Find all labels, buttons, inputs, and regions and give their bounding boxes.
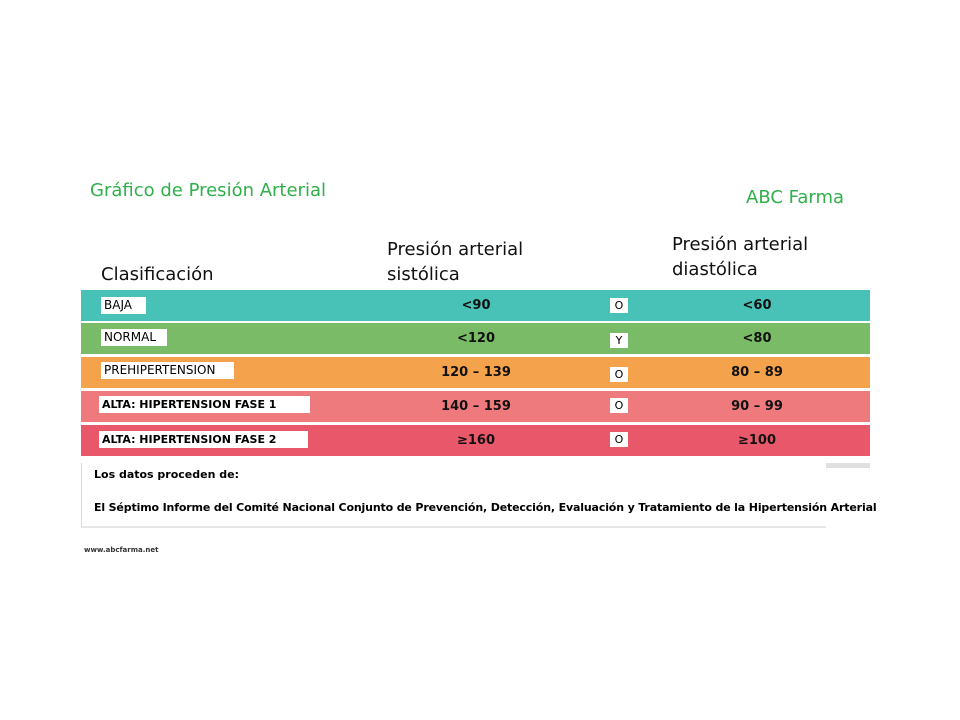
row-baja: BAJA <90 O <60: [81, 290, 870, 321]
row-label: ALTA: HIPERTENSION FASE 1: [99, 396, 310, 413]
systolic-value: <90: [461, 298, 491, 313]
header-systolic: Presión arterial sistólica: [387, 239, 524, 285]
brand-name: ABC Farma: [746, 187, 845, 208]
systolic-value: ≥160: [456, 433, 496, 448]
systolic-value: 120 – 139: [441, 365, 511, 380]
diastolic-value: 80 – 89: [731, 365, 783, 380]
source-intro: Los datos proceden de:: [94, 468, 239, 481]
page-title: Gráfico de Presión Arterial: [90, 180, 326, 201]
row-normal: NORMAL <120 Y <80: [81, 323, 870, 354]
row-alta-fase-2: ALTA: HIPERTENSION FASE 2 ≥160 O ≥100: [81, 425, 870, 456]
systolic-value: 140 – 159: [441, 399, 511, 414]
systolic-value: <120: [456, 331, 496, 346]
source-edge-bar: [826, 463, 870, 468]
connector-label: O: [610, 298, 628, 313]
diastolic-value: <60: [742, 298, 772, 313]
connector-label: O: [610, 432, 628, 447]
connector-label: Y: [610, 333, 628, 348]
header-classification: Clasificación: [101, 264, 214, 285]
row-prehipertension: PREHIPERTENSION 120 – 139 O 80 – 89: [81, 357, 870, 388]
row-alta-fase-1: ALTA: HIPERTENSION FASE 1 140 – 159 O 90…: [81, 391, 870, 422]
connector-label: O: [610, 398, 628, 413]
source-reference: El Séptimo Informe del Comité Nacional C…: [94, 501, 877, 514]
website-url: www.abcfarma.net: [84, 546, 159, 554]
diastolic-value: <80: [742, 331, 772, 346]
diastolic-value: ≥100: [737, 433, 777, 448]
diastolic-value: 90 – 99: [731, 399, 783, 414]
row-label: ALTA: HIPERTENSION FASE 2: [99, 431, 308, 448]
source-note: Los datos proceden de: El Séptimo Inform…: [81, 463, 877, 526]
row-label: NORMAL: [101, 329, 167, 346]
row-label: BAJA: [101, 297, 146, 314]
header-diastolic: Presión arterial diastólica: [672, 234, 809, 280]
row-label: PREHIPERTENSION: [101, 362, 234, 379]
connector-label: O: [610, 367, 628, 382]
